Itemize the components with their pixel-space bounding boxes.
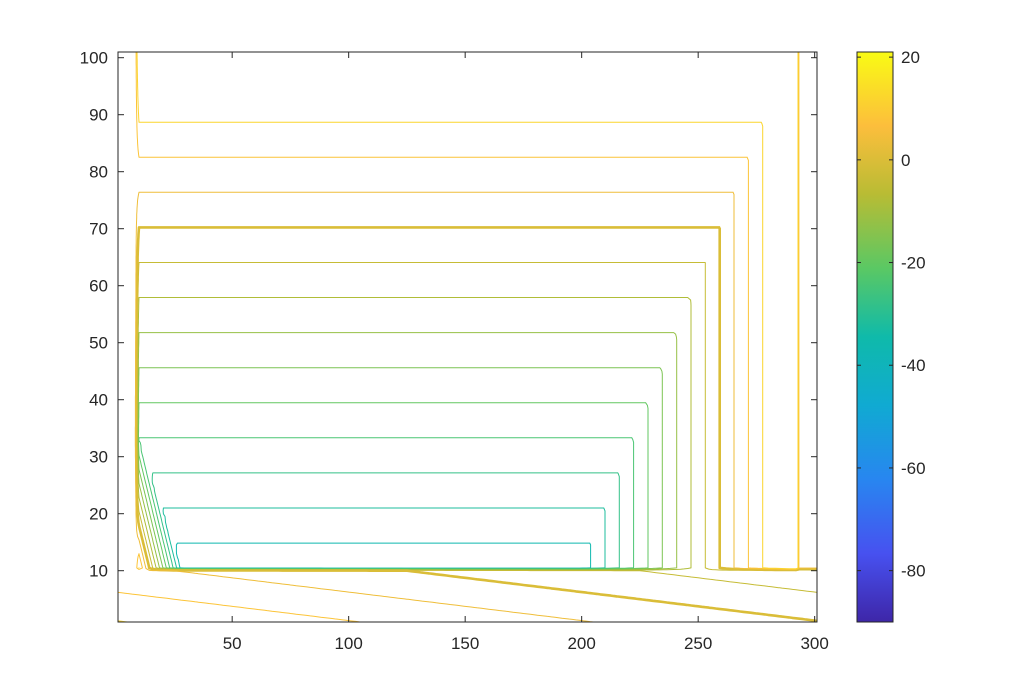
contour-line	[118, 52, 800, 622]
x-tick-label: 300	[800, 634, 828, 653]
plot-background	[118, 52, 817, 622]
colorbar-tick-label: -80	[901, 562, 926, 581]
colorbar-frame	[856, 51, 894, 623]
plot-frame	[117, 51, 818, 623]
y-axis: 10 20 30 40 50 60 70 80 90 100	[80, 49, 817, 581]
y-tick-label: 10	[89, 562, 108, 581]
y-tick-label: 60	[89, 277, 108, 296]
y-tick-label: 100	[80, 49, 108, 68]
colorbar-tick-label: 0	[901, 151, 910, 170]
contour-lines	[118, 52, 817, 622]
x-tick-label: 50	[223, 634, 242, 653]
y-tick-label: 80	[89, 163, 108, 182]
colorbar-tick-label: -60	[901, 459, 926, 478]
colorbar-gradient	[857, 52, 893, 622]
y-tick-label: 30	[89, 448, 108, 467]
x-axis: 50 100 150 200 250 300	[223, 52, 829, 653]
x-tick-label: 250	[684, 634, 712, 653]
colorbar-tick-label: -20	[901, 254, 926, 273]
y-tick-label: 50	[89, 334, 108, 353]
x-tick-label: 200	[567, 634, 595, 653]
y-tick-label: 90	[89, 106, 108, 125]
colorbar: 20 0 -20 -40 -60 -80	[856, 48, 926, 623]
colorbar-tick-label: 20	[901, 48, 920, 67]
x-tick-label: 100	[334, 634, 362, 653]
y-tick-label: 70	[89, 220, 108, 239]
contour-line	[118, 52, 799, 622]
x-tick-label: 150	[451, 634, 479, 653]
y-tick-label: 20	[89, 505, 108, 524]
y-tick-label: 40	[89, 391, 108, 410]
colorbar-tick-label: -40	[901, 356, 926, 375]
contour-line	[135, 191, 817, 622]
